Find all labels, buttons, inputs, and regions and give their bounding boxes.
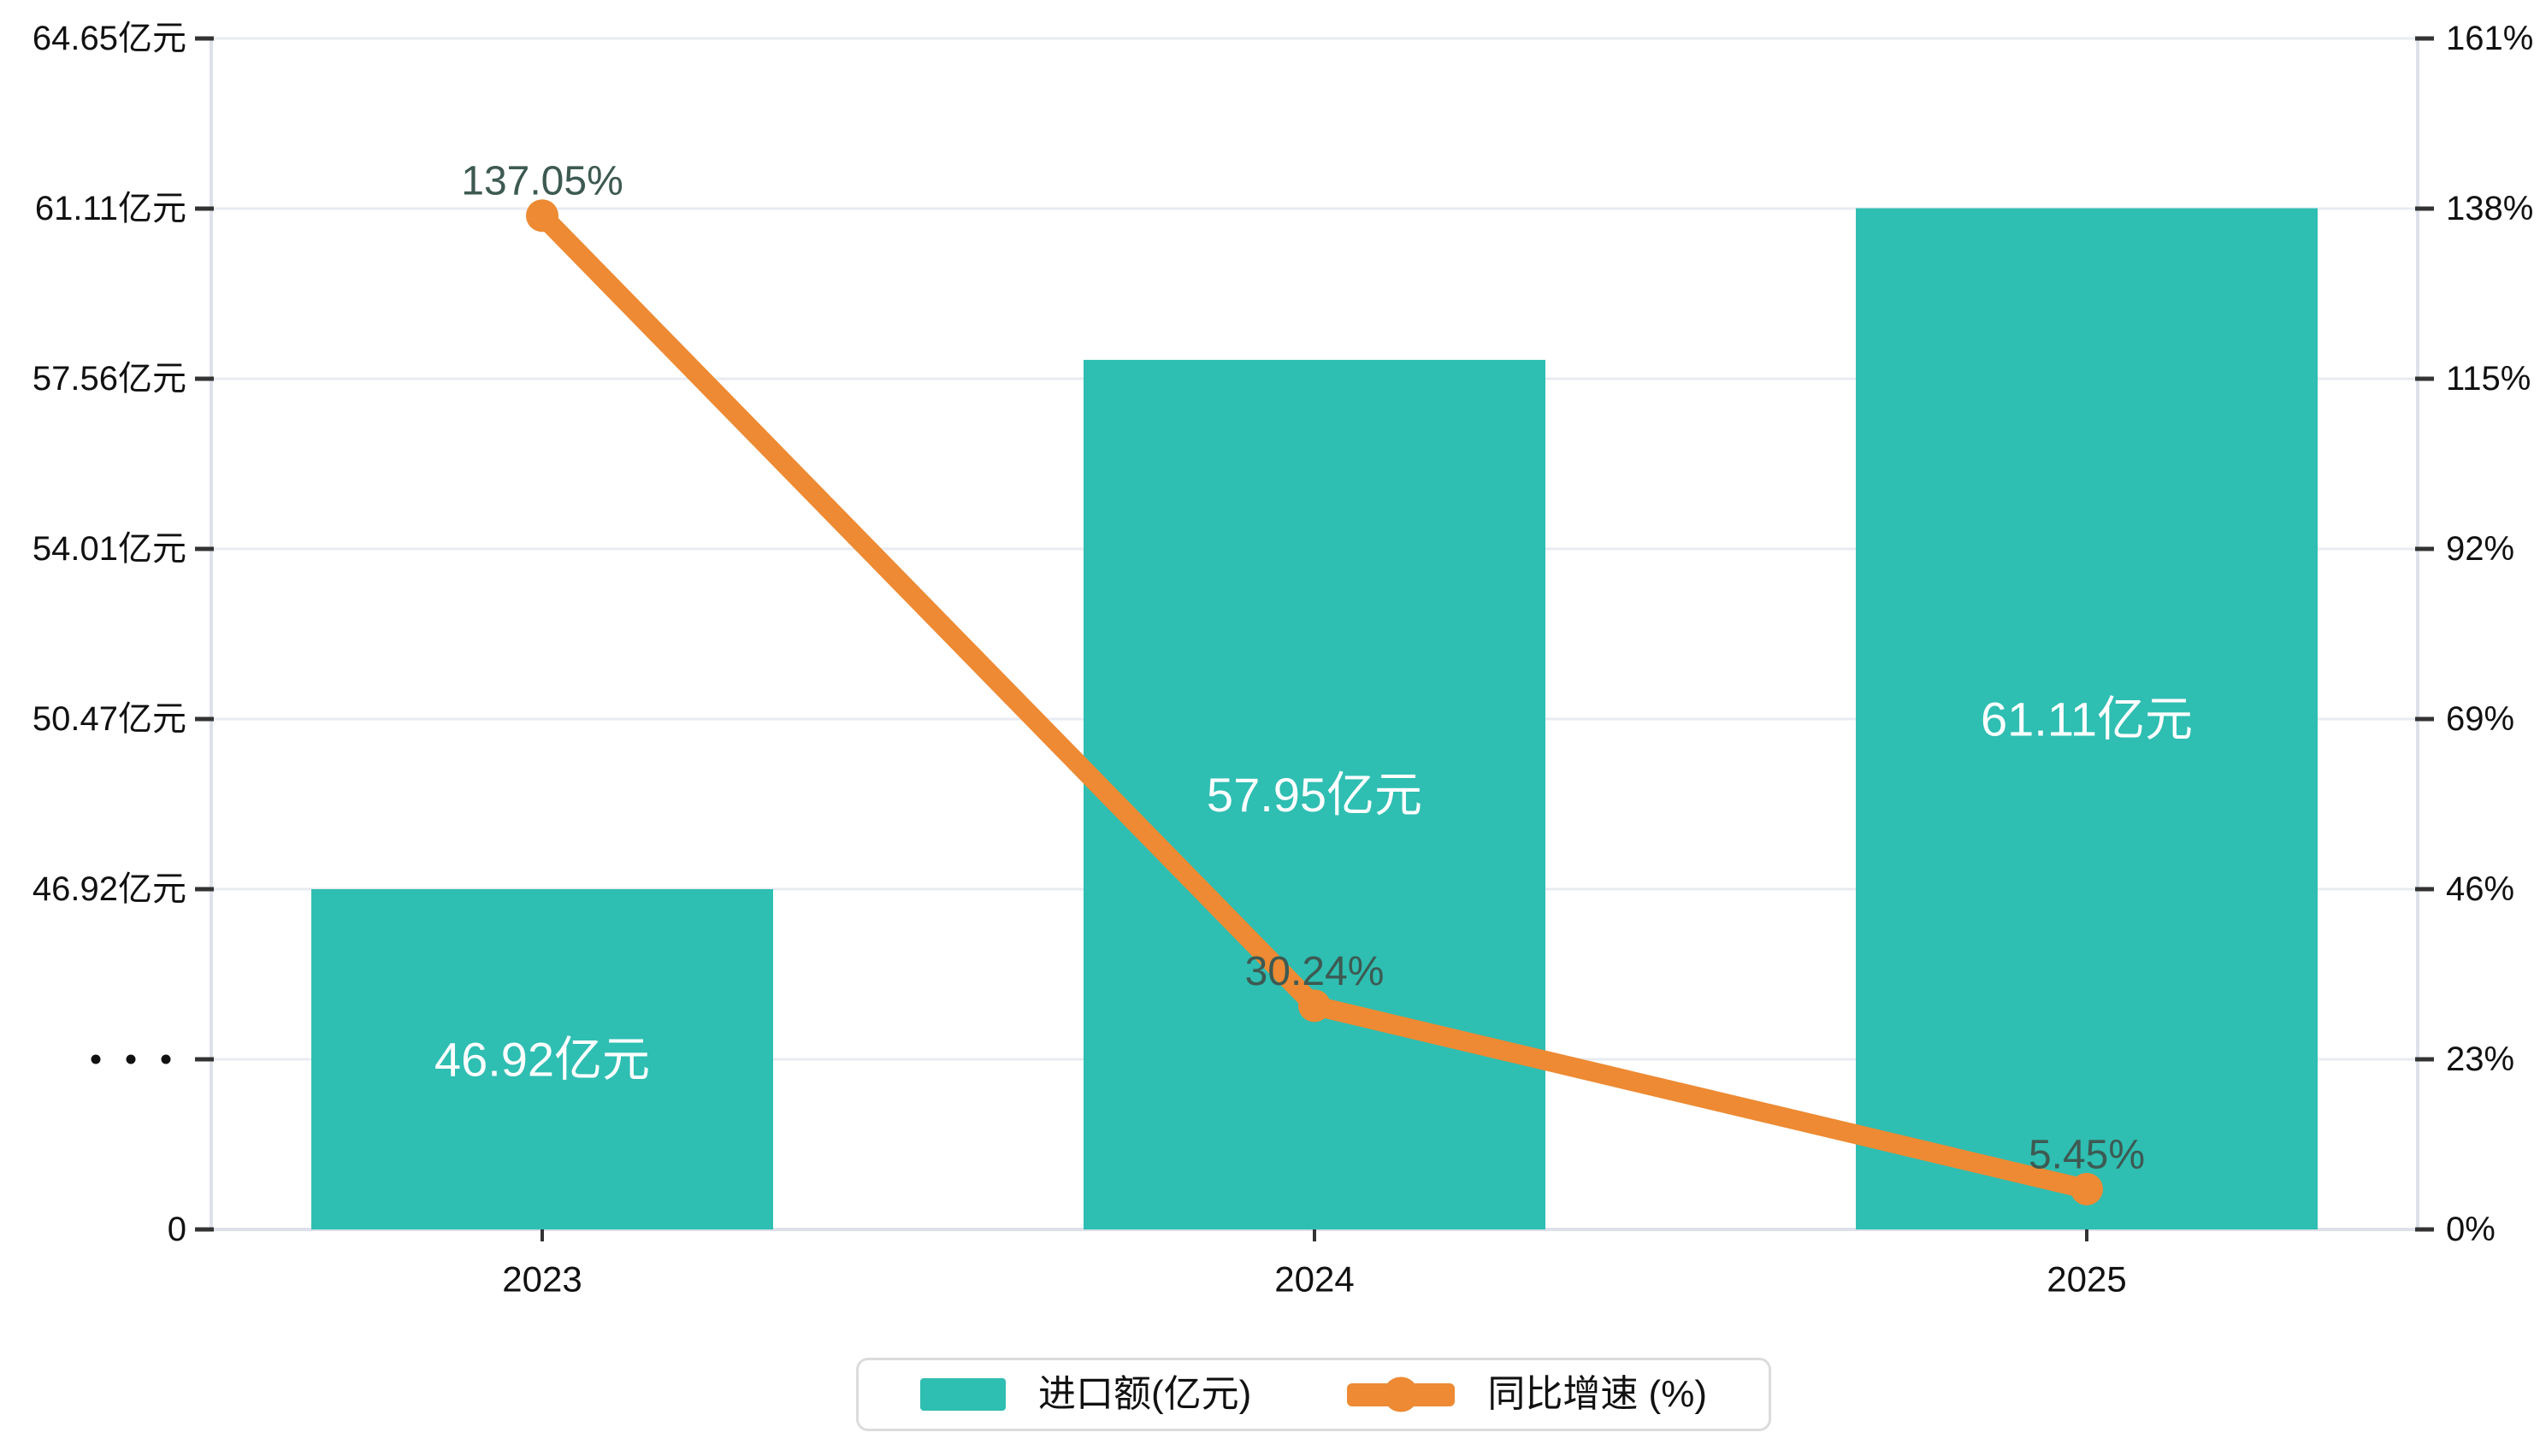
right-axis-tick-label: 138% [2446, 190, 2533, 227]
bar-value-label: 61.11亿元 [1981, 692, 2193, 746]
legend-item-yoy-growth[interactable]: 同比增速 (%) [1347, 1376, 1707, 1413]
left-axis-tick-label: 57.56亿元 [32, 360, 186, 398]
line-value-label: 137.05% [461, 159, 623, 204]
right-axis-tick-label: 92% [2446, 530, 2514, 568]
broken-axis-dots-icon [161, 1054, 171, 1064]
x-axis-label-2023: 2023 [502, 1259, 582, 1300]
right-axis-tick-label: 115% [2446, 360, 2531, 398]
right-axis-tick-label: 161% [2446, 20, 2533, 57]
legend-label-import-amount: 进口额(亿元) [1038, 1373, 1252, 1415]
legend-item-import-amount[interactable]: 进口额(亿元) [920, 1376, 1251, 1413]
left-axis-tick-label: 61.11亿元 [35, 190, 186, 227]
growth-point-2025[interactable] [2070, 1172, 2103, 1205]
left-axis-tick-label: 50.47亿元 [32, 700, 186, 738]
bar-series-swatch [920, 1378, 1007, 1411]
growth-point-2024[interactable] [1298, 989, 1331, 1023]
line-marker-dot-icon [1383, 1376, 1419, 1412]
x-axis-label-2025: 2025 [2047, 1259, 2126, 1300]
line-value-label: 5.45% [2029, 1132, 2145, 1177]
left-axis-tick-label: 64.65亿元 [32, 20, 186, 57]
line-value-label: 30.24% [1245, 949, 1385, 994]
bar-2025[interactable] [1856, 208, 2318, 1229]
x-axis-label-2024: 2024 [1274, 1259, 1354, 1300]
line-series-marker [1347, 1376, 1456, 1412]
left-axis-tick-label: 46.92亿元 [32, 870, 186, 908]
broken-axis-dots-icon [91, 1054, 101, 1064]
bar-value-label: 46.92亿元 [434, 1033, 650, 1087]
left-axis-tick-label: 54.01亿元 [32, 530, 186, 568]
legend: 进口额(亿元) 同比增速 (%) [856, 1358, 1771, 1431]
bar-2024[interactable] [1084, 359, 1545, 1230]
left-axis-tick-label: 0 [168, 1211, 186, 1248]
right-axis-tick-label: 69% [2446, 700, 2514, 738]
legend-label-yoy-growth: 同比增速 (%) [1487, 1373, 1707, 1415]
broken-axis-dots-icon [126, 1054, 136, 1064]
growth-point-2023[interactable] [526, 199, 558, 233]
right-axis-tick-label: 23% [2446, 1040, 2514, 1078]
right-axis-tick-label: 0% [2446, 1211, 2496, 1248]
bar-2023[interactable] [311, 889, 773, 1229]
bar-value-label: 57.95亿元 [1207, 768, 1422, 822]
right-axis-tick-label: 46% [2446, 870, 2514, 908]
